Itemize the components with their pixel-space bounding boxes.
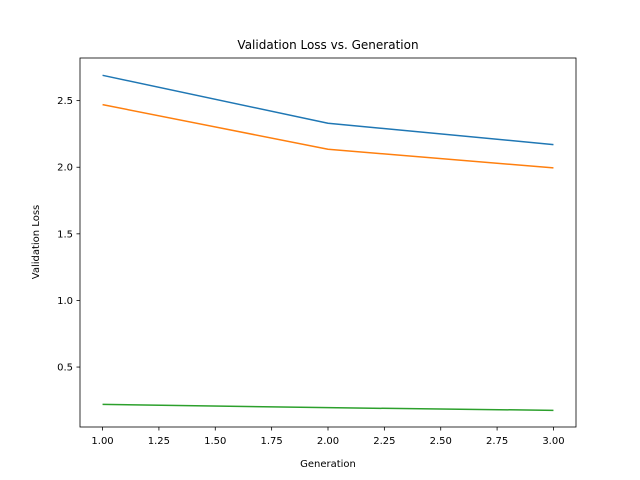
x-tick-label: 1.75: [261, 436, 283, 447]
x-tick-label: 1.00: [91, 436, 113, 447]
y-tick-label: 1.0: [57, 296, 73, 307]
plot-area: [79, 57, 577, 428]
y-axis-label: Validation Loss: [31, 205, 42, 280]
x-axis-label: Generation: [300, 459, 356, 470]
x-tick-label: 2.75: [486, 436, 508, 447]
x-tick-label: 1.50: [204, 436, 226, 447]
x-axis: 1.00 1.25 1.50 1.75 2.00 2.25 2.50 2.75 3.00: [91, 427, 565, 447]
y-tick-label: 0.5: [57, 363, 73, 374]
y-tick-label: 2.0: [57, 163, 73, 174]
x-tick-label: 2.00: [317, 436, 339, 447]
chart-title: Validation Loss vs. Generation: [237, 38, 418, 52]
x-tick-label: 2.25: [373, 436, 395, 447]
y-axis: 0.5 1.0 1.5 2.0 2.5: [57, 96, 80, 374]
x-tick-label: 2.50: [430, 436, 452, 447]
series-line-3: [102, 403, 554, 412]
x-tick-label: 1.25: [148, 436, 170, 447]
series-lines: [102, 74, 554, 412]
series-line-2: [102, 103, 554, 169]
x-tick-label: 3.00: [542, 436, 564, 447]
y-tick-label: 1.5: [57, 229, 73, 240]
series-line-1: [102, 74, 554, 146]
y-tick-label: 2.5: [57, 96, 73, 107]
